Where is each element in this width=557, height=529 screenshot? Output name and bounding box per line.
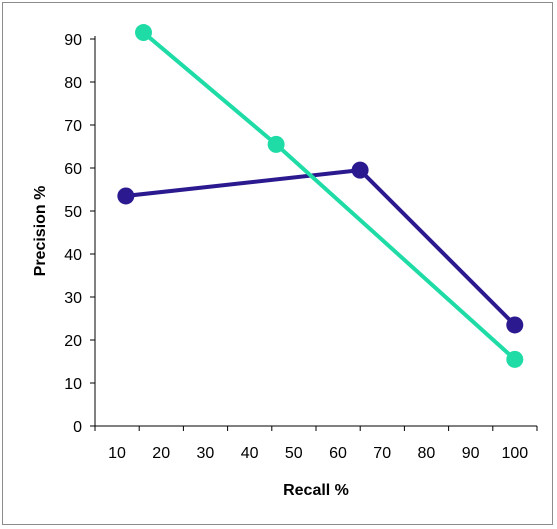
y-tick-label: 60 <box>64 161 82 178</box>
y-tick-label: 10 <box>64 376 82 393</box>
series-point <box>135 24 153 42</box>
x-tick-label: 100 <box>501 445 528 462</box>
series-line <box>125 168 517 327</box>
series-point <box>506 350 524 368</box>
x-tick-label: 60 <box>329 445 347 462</box>
ticks: 10 20 30 40 50 60 70 80 90 100 0 10 20 30 40 50 60 70 80 90 <box>64 32 538 462</box>
x-axis-title: Recall % <box>283 482 349 499</box>
x-tick-label: 90 <box>462 445 480 462</box>
chart-frame <box>2 2 553 525</box>
x-tick-label: 50 <box>285 445 303 462</box>
x-tick-label: 40 <box>241 445 259 462</box>
x-tick-label: 80 <box>418 445 436 462</box>
axes <box>94 36 537 427</box>
series-point <box>506 316 524 334</box>
y-tick-label: 40 <box>64 247 82 264</box>
y-tick-label: 70 <box>64 118 82 135</box>
y-tick-label: 0 <box>73 419 82 436</box>
x-tick-label: 10 <box>108 445 126 462</box>
x-tick-label: 70 <box>373 445 391 462</box>
series-line <box>142 31 517 361</box>
series-point <box>117 187 135 205</box>
y-axis-title: Precision % <box>32 186 49 277</box>
y-tick-label: 80 <box>64 75 82 92</box>
y-tick-label: 30 <box>64 290 82 307</box>
series-point <box>267 135 285 153</box>
y-tick-label: 90 <box>64 32 82 49</box>
x-tick-label: 30 <box>197 445 215 462</box>
series-point <box>351 161 369 179</box>
x-tick-label: 20 <box>152 445 170 462</box>
series <box>117 24 524 368</box>
y-tick-label: 50 <box>64 204 82 221</box>
y-tick-label: 20 <box>64 333 82 350</box>
